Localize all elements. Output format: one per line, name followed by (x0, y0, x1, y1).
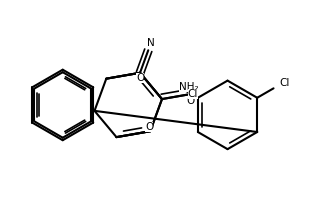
Text: Cl: Cl (280, 78, 290, 88)
Text: O: O (186, 96, 195, 106)
Text: NH₂: NH₂ (179, 82, 199, 92)
Text: O: O (136, 73, 144, 83)
Text: O: O (145, 122, 153, 132)
Text: Cl: Cl (187, 89, 198, 99)
Text: N: N (147, 38, 155, 48)
